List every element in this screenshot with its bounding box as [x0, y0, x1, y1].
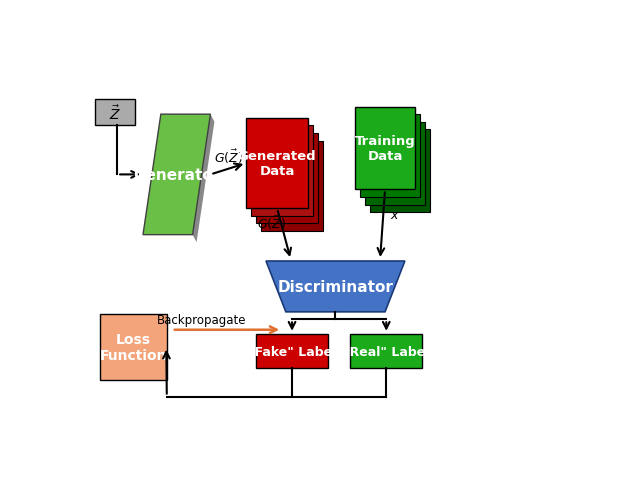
Polygon shape [266, 262, 405, 312]
Bar [365, 122, 425, 205]
Text: Generated
Data: Generated Data [238, 150, 316, 178]
Bar [370, 130, 429, 213]
Bar [360, 115, 420, 198]
Bar [350, 335, 422, 368]
Text: $\vec{Z}$: $\vec{Z}$ [109, 104, 121, 122]
Text: "Fake" Label: "Fake" Label [248, 345, 336, 358]
Bar [256, 335, 328, 368]
Polygon shape [143, 115, 211, 235]
Bar [355, 107, 415, 190]
Text: Discriminator: Discriminator [278, 279, 394, 294]
Bar [246, 119, 308, 209]
Bar [261, 141, 323, 231]
Text: "Real" Label: "Real" Label [343, 345, 429, 358]
Text: $G(\vec{Z})$: $G(\vec{Z})$ [214, 147, 243, 165]
Text: $G(\vec{Z})$: $G(\vec{Z})$ [257, 213, 286, 231]
Text: Training
Data: Training Data [355, 135, 415, 163]
Text: Generator: Generator [133, 167, 220, 183]
Bar [251, 126, 313, 216]
Bar [256, 134, 318, 224]
Bar [100, 314, 167, 380]
Text: Loss
Function: Loss Function [100, 332, 167, 362]
Text: Backpropagate: Backpropagate [157, 313, 246, 326]
Bar [95, 100, 134, 126]
Polygon shape [193, 115, 214, 243]
Text: $x$: $x$ [390, 209, 400, 222]
